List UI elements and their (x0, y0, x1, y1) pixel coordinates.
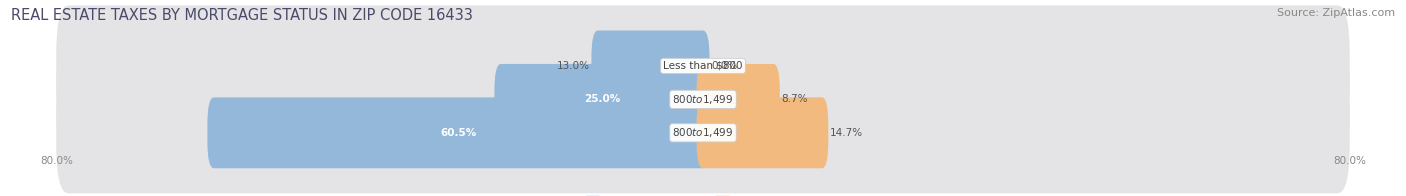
Text: 60.5%: 60.5% (440, 128, 477, 138)
FancyBboxPatch shape (56, 72, 1350, 193)
Text: 0.0%: 0.0% (711, 61, 737, 71)
FancyBboxPatch shape (592, 31, 710, 101)
Text: $800 to $1,499: $800 to $1,499 (672, 93, 734, 106)
FancyBboxPatch shape (495, 64, 710, 135)
Text: REAL ESTATE TAXES BY MORTGAGE STATUS IN ZIP CODE 16433: REAL ESTATE TAXES BY MORTGAGE STATUS IN … (11, 8, 474, 23)
Text: 25.0%: 25.0% (583, 94, 620, 104)
Text: 8.7%: 8.7% (782, 94, 808, 104)
Text: 14.7%: 14.7% (830, 128, 863, 138)
FancyBboxPatch shape (208, 97, 710, 168)
FancyBboxPatch shape (56, 39, 1350, 160)
FancyBboxPatch shape (56, 5, 1350, 126)
Text: Less than $800: Less than $800 (664, 61, 742, 71)
Text: $800 to $1,499: $800 to $1,499 (672, 126, 734, 139)
FancyBboxPatch shape (696, 97, 828, 168)
Text: Source: ZipAtlas.com: Source: ZipAtlas.com (1277, 8, 1395, 18)
FancyBboxPatch shape (696, 64, 780, 135)
Text: 13.0%: 13.0% (557, 61, 591, 71)
